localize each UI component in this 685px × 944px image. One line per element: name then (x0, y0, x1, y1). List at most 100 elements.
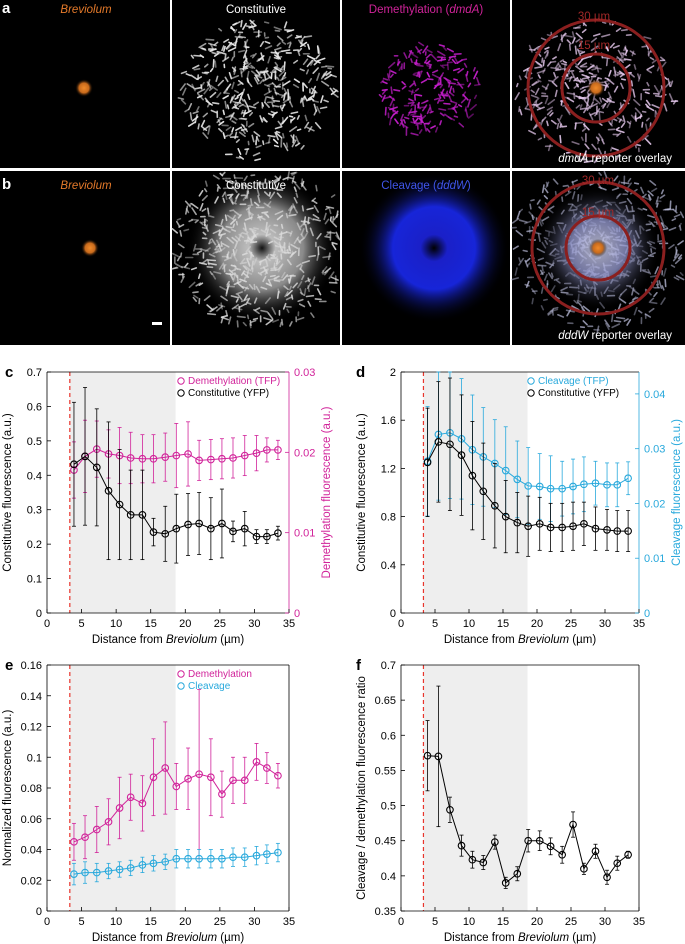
bacterium (305, 69, 310, 75)
bacterium (290, 243, 299, 249)
bacterium (248, 122, 255, 128)
y2-tick-label: 0 (294, 608, 300, 620)
bacterium (595, 136, 600, 142)
bacterium (288, 245, 292, 252)
bacterium (573, 92, 576, 100)
bacterium (184, 109, 189, 113)
bacterium (568, 76, 573, 82)
data-point (229, 776, 237, 785)
bacterium (645, 43, 650, 50)
y-tick-label: 0.55 (375, 765, 396, 777)
bacterium (312, 214, 320, 219)
bacterium (335, 234, 339, 239)
label-cleavage-b: Cleavage (dddW) (381, 180, 471, 192)
bacterium (567, 68, 571, 75)
bacterium (565, 309, 576, 313)
bacterium (610, 313, 614, 323)
bacterium (265, 255, 271, 262)
bacterium (288, 115, 294, 118)
bacterium (393, 89, 401, 92)
bacterium (580, 136, 584, 141)
bacterium (264, 36, 270, 39)
bacterium (194, 114, 198, 124)
bacterium (439, 112, 445, 117)
bacterium (273, 236, 282, 241)
bacterium (604, 81, 609, 88)
bacterium (242, 252, 248, 256)
bacterium (206, 265, 214, 269)
bacterium (557, 63, 563, 71)
bacterium (244, 55, 248, 63)
bacterium (192, 291, 199, 294)
data-point (149, 454, 158, 463)
bacterium (331, 243, 337, 251)
y-tick-label: 0.14 (21, 691, 42, 703)
bacterium (675, 246, 678, 256)
x-tick-label: 0 (398, 916, 404, 928)
data-point (535, 836, 544, 845)
bacterium (283, 87, 288, 95)
bacterium (273, 87, 278, 96)
bacterium (243, 294, 248, 301)
bacterium (225, 225, 233, 229)
bacterium (382, 81, 388, 85)
bacterium (660, 189, 665, 195)
bacterium (228, 72, 233, 80)
data-point (434, 752, 443, 761)
bacterium (641, 134, 649, 141)
data-point (149, 528, 158, 536)
bacterium (224, 134, 229, 138)
bacterium (591, 143, 597, 150)
bacterium (201, 258, 208, 265)
x-axis-label: Distance from Breviolum (µm) (444, 932, 597, 944)
bacterium (616, 129, 625, 134)
bacterium (214, 248, 220, 251)
scale-bar (152, 322, 162, 325)
bacterium (526, 262, 531, 267)
bacterium (230, 295, 240, 299)
y-tick-label: 0.7 (27, 367, 42, 379)
bacterium (660, 222, 665, 229)
data-point (229, 527, 237, 536)
bacterium (183, 228, 190, 232)
bacterium (269, 274, 276, 278)
bacterium (271, 113, 276, 118)
bacterium (268, 240, 274, 244)
bacterium (243, 222, 247, 231)
data-point (207, 524, 215, 533)
bacterium (273, 56, 280, 60)
bacterium (540, 286, 544, 294)
bacterium (571, 37, 576, 44)
bacterium (276, 290, 280, 299)
y-tick-label: 0.02 (21, 875, 42, 887)
bacterium (285, 231, 292, 235)
bacterium (586, 64, 595, 71)
y-tick-label: 0.4 (381, 560, 396, 572)
bacterium (269, 191, 276, 199)
bacterium (220, 218, 224, 225)
data-point (434, 438, 443, 446)
bacterium (550, 119, 557, 125)
bacterium (522, 249, 528, 253)
bacterium (608, 69, 612, 77)
bacterium (202, 112, 208, 118)
bacterium (232, 22, 238, 26)
bacterium (318, 245, 326, 251)
bacterium (300, 39, 304, 45)
y-tick-label: 0.45 (375, 836, 396, 848)
x-axis-label-prefix: Distance from (444, 634, 518, 646)
bacterium (292, 134, 295, 144)
bacterium (218, 304, 226, 308)
bacterium (201, 226, 207, 230)
bacterium (283, 21, 288, 29)
y2-tick-label: 0.02 (294, 447, 315, 459)
bacterium (281, 103, 286, 110)
bacterium (280, 318, 284, 326)
bacterium (409, 82, 415, 88)
bacterium (575, 154, 582, 163)
bacterium (422, 45, 429, 54)
bacterium (204, 223, 209, 232)
bacterium (677, 240, 684, 246)
bacterium (586, 105, 591, 111)
bacterium (286, 308, 290, 314)
